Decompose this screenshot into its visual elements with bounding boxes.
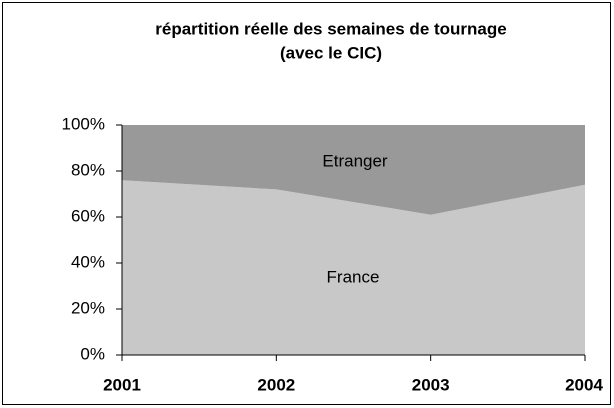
y-tick-label: 60% bbox=[71, 206, 105, 225]
y-tick-label: 80% bbox=[71, 160, 105, 179]
x-tick-label: 2004 bbox=[565, 375, 603, 394]
x-tick-label: 2002 bbox=[257, 375, 295, 394]
area bbox=[122, 125, 585, 215]
series-label: Etranger bbox=[322, 151, 388, 170]
series-label: France bbox=[327, 267, 380, 286]
y-tick-label: 20% bbox=[71, 298, 105, 317]
x-tick-label: 2001 bbox=[103, 375, 141, 394]
y-tick-label: 0% bbox=[80, 344, 105, 363]
y-tick-label: 100% bbox=[62, 114, 105, 133]
chart-title: répartition réelle des semaines de tourn… bbox=[155, 19, 506, 38]
chart-title: (avec le CIC) bbox=[280, 43, 382, 62]
x-tick-label: 2003 bbox=[412, 375, 450, 394]
area bbox=[122, 180, 585, 355]
y-tick-label: 40% bbox=[71, 252, 105, 271]
